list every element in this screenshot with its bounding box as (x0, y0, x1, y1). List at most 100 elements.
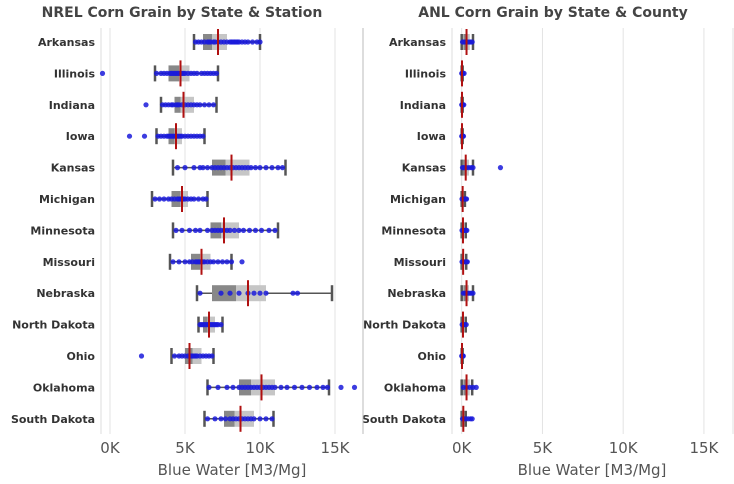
data-point (266, 227, 272, 233)
state-boxplot (459, 343, 466, 369)
data-point (174, 165, 181, 171)
data-point (257, 416, 263, 422)
state-boxplot (150, 186, 209, 212)
state-label: Indiana (400, 99, 446, 112)
state-label: Michigan (390, 193, 446, 206)
data-point (219, 259, 226, 265)
data-point (197, 227, 203, 233)
state-boxplot (459, 154, 504, 181)
data-point (272, 227, 278, 233)
data-point (200, 165, 206, 171)
state-label: Illinois (54, 67, 96, 80)
data-point (204, 165, 211, 171)
data-point (473, 384, 479, 390)
data-point (236, 227, 242, 233)
state-boxplot (171, 154, 287, 181)
data-point (279, 165, 286, 171)
state-boxplot (197, 311, 224, 338)
data-point (126, 133, 133, 139)
data-point (269, 165, 275, 171)
x-tick-label: 10K (246, 439, 276, 457)
state-label: Minnesota (30, 224, 95, 237)
data-point (251, 416, 257, 422)
state-label: North Dakota (363, 319, 446, 332)
state-boxplot (206, 374, 358, 401)
boxplots (459, 29, 504, 432)
state-label: North Dakota (12, 319, 95, 332)
data-point (201, 102, 208, 108)
data-point (171, 353, 178, 359)
state-boxplot (99, 60, 220, 87)
x-tick-label: 0K (452, 439, 473, 457)
data-point (138, 353, 145, 359)
data-point (497, 165, 504, 171)
data-point (227, 227, 233, 233)
data-point (141, 133, 148, 139)
state-boxplot (459, 91, 467, 118)
chart-title: ANL Corn Grain by State & County (418, 5, 688, 21)
data-point (463, 196, 470, 202)
data-point (161, 196, 167, 202)
state-label: Kansas (402, 162, 447, 175)
data-point (299, 384, 305, 390)
data-point (284, 384, 290, 390)
state-label: Oklahoma (33, 381, 95, 394)
data-point (245, 39, 251, 45)
state-boxplot (459, 29, 475, 55)
data-point (463, 322, 469, 328)
data-point (257, 290, 263, 296)
state-label: Iowa (417, 130, 446, 143)
data-point (204, 416, 211, 422)
data-point (257, 165, 263, 171)
state-label: Illinois (405, 67, 447, 80)
x-tick-label: 5K (175, 439, 196, 457)
boxplots (99, 29, 358, 432)
state-label: Indiana (49, 99, 95, 112)
data-point (191, 196, 197, 202)
x-axis-title: Blue Water [M3/Mg] (158, 461, 307, 479)
state-boxplot (192, 29, 263, 55)
data-point (210, 259, 217, 265)
state-label: Missouri (394, 256, 446, 269)
data-point (197, 102, 203, 108)
anl-panel: ANL Corn Grain by State & County Arkansa… (362, 5, 720, 479)
state-label: South Dakota (362, 413, 446, 426)
state-labels: Arkansas Illinois Indiana Iowa Kansas Michiga… (362, 36, 446, 426)
data-point (275, 165, 281, 171)
x-tick-label: 0K (100, 439, 121, 457)
state-boxplot (195, 280, 334, 307)
data-point (206, 384, 212, 390)
data-point (263, 165, 269, 171)
data-point (215, 259, 221, 265)
data-point (306, 384, 313, 390)
data-point (269, 416, 275, 422)
data-point (464, 227, 470, 233)
data-point (170, 259, 176, 265)
state-label: Oklahoma (384, 381, 446, 394)
data-point (224, 384, 230, 390)
data-point (272, 384, 278, 390)
state-boxplot (126, 123, 206, 150)
x-tick-label: 10K (609, 439, 639, 457)
data-point (228, 259, 235, 265)
data-point (252, 165, 259, 171)
data-point (182, 259, 188, 265)
state-label: Arkansas (38, 36, 95, 49)
x-axis-title: Blue Water [M3/Mg] (518, 461, 667, 479)
data-point (257, 39, 263, 45)
data-point (182, 165, 188, 171)
data-point (249, 39, 256, 45)
chart-title: NREL Corn Grain by State & Station (42, 5, 323, 21)
state-label: Nebraska (36, 287, 95, 300)
data-point (291, 384, 298, 390)
data-point (209, 353, 215, 359)
state-boxplot (203, 405, 275, 432)
data-point (179, 227, 185, 233)
state-label: Minnesota (381, 224, 446, 237)
data-point (206, 102, 212, 108)
x-tick-labels: 0K 5K 10K 15K (100, 439, 350, 457)
state-label: Arkansas (389, 36, 446, 49)
data-point (470, 165, 476, 171)
data-point (469, 39, 475, 45)
